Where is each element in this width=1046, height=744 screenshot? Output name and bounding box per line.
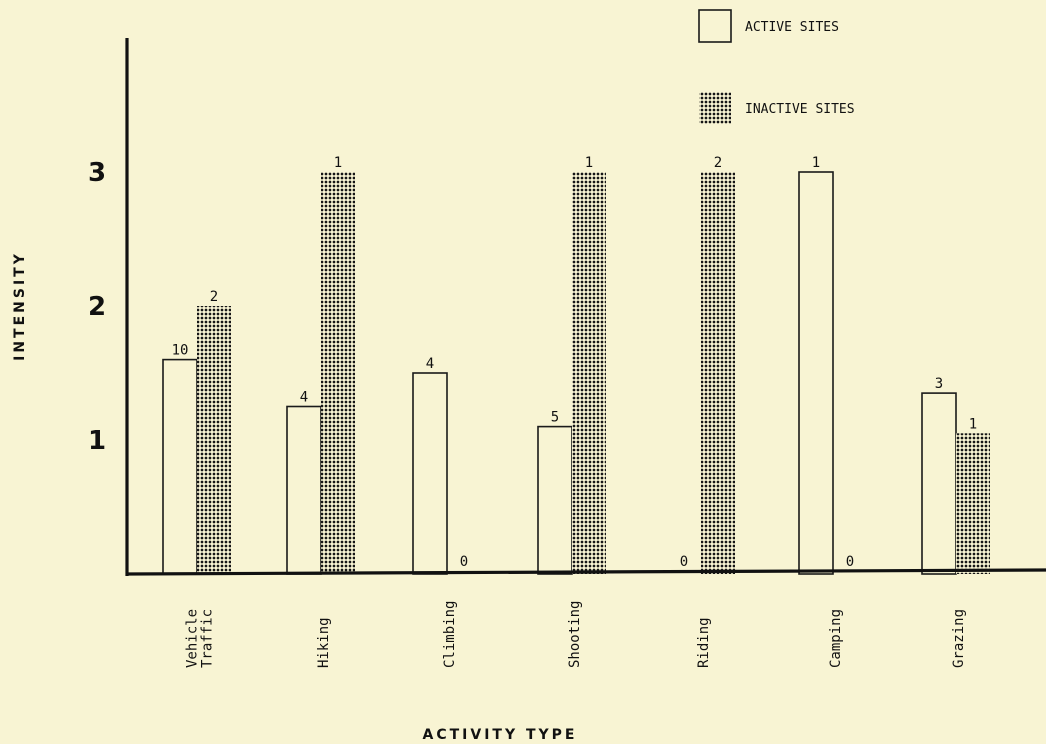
category-label-line: Vehicle [185, 609, 201, 668]
category-label-line: Traffic [200, 609, 216, 668]
count-label-inactive-4: 2 [714, 155, 722, 171]
count-label-active-1: 4 [300, 390, 308, 406]
bar-inactive-6 [956, 433, 990, 574]
count-label-inactive-2: 0 [460, 554, 468, 570]
category-label-line: Hiking [316, 617, 332, 668]
legend-swatch-inactive [699, 92, 731, 124]
x-axis-line [125, 568, 1046, 576]
category-label-line: Camping [828, 609, 844, 668]
legend-label-inactive: INACTIVE SITES [745, 102, 855, 117]
category-label-4: Riding [696, 617, 712, 668]
legend: ACTIVE SITES INACTIVE SITES [698, 9, 855, 124]
category-label-line: Riding [696, 617, 712, 668]
y-tick-label-2: 2 [88, 292, 106, 322]
count-label-inactive-0: 2 [210, 289, 218, 305]
count-label-active-4: 0 [680, 554, 688, 570]
legend-label-active: ACTIVE SITES [745, 20, 839, 35]
bar-active-0 [162, 358, 198, 575]
category-label-0: Vehicle Traffic [185, 609, 216, 668]
bar-active-6 [921, 392, 957, 575]
category-label-line: Shooting [567, 601, 583, 668]
bar-inactive-1 [321, 172, 355, 574]
count-label-active-6: 3 [935, 376, 943, 392]
count-label-inactive-5: 0 [846, 554, 854, 570]
bar-active-3 [537, 425, 573, 575]
count-label-inactive-6: 1 [969, 416, 977, 432]
category-label-2: Climbing [442, 601, 458, 668]
bar-active-2 [412, 372, 448, 575]
count-label-inactive-3: 1 [585, 155, 593, 171]
category-label-6: Grazing [951, 609, 967, 668]
count-label-active-2: 4 [426, 356, 434, 372]
count-label-active-0: 10 [172, 343, 189, 359]
y-tick-labels: 1 2 3 [88, 158, 106, 456]
count-label-active-5: 1 [812, 155, 820, 171]
y-axis-label: INTENSITY [12, 251, 28, 361]
x-category-labels: Vehicle Traffic Hiking Climbing Shooting Ridi… [185, 601, 968, 668]
bar-active-1 [286, 405, 322, 575]
bar-inactive-0 [197, 306, 231, 574]
category-label-5: Camping [828, 609, 844, 668]
count-label-inactive-1: 1 [334, 155, 342, 171]
bar-inactive-4 [701, 172, 735, 574]
category-label-line: Climbing [442, 601, 458, 668]
y-tick-label-3: 3 [88, 158, 106, 188]
bar-inactive-3 [572, 172, 606, 574]
legend-swatch-active [698, 9, 732, 43]
bars-layer [162, 171, 990, 575]
x-axis-label: ACTIVITY TYPE [423, 727, 578, 743]
bar-active-5 [798, 171, 834, 575]
category-label-1: Hiking [316, 617, 332, 668]
y-tick-label-1: 1 [88, 426, 106, 456]
count-label-active-3: 5 [551, 410, 559, 426]
category-label-line: Grazing [951, 609, 967, 668]
category-label-3: Shooting [567, 601, 583, 668]
